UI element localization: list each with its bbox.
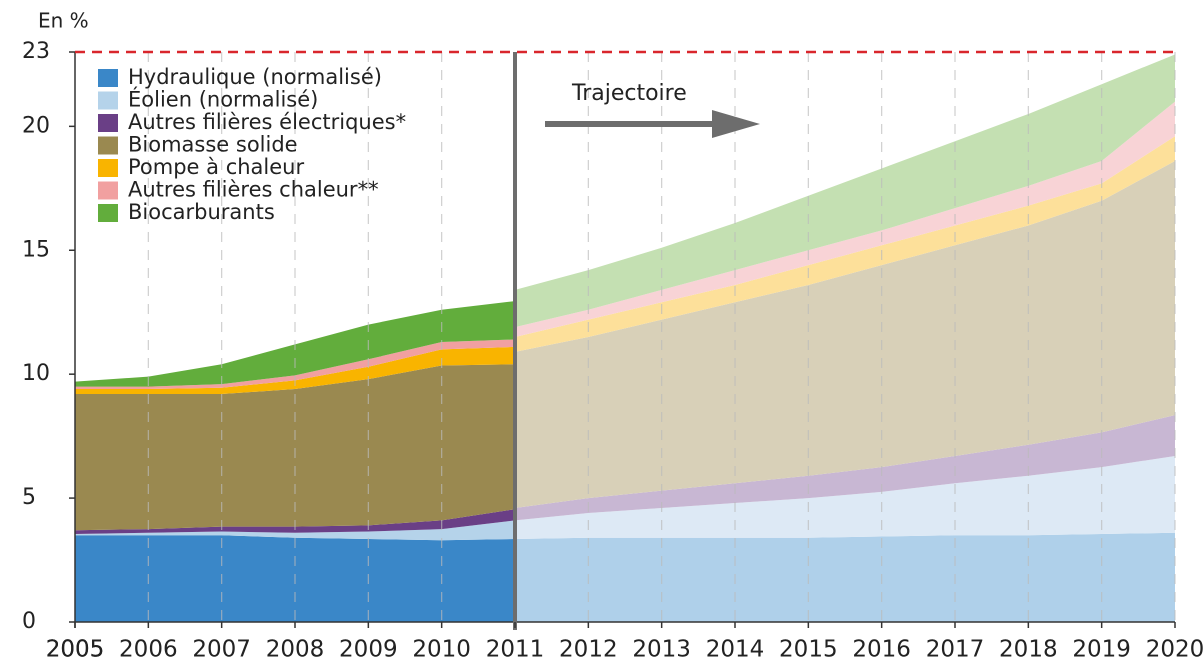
y-tick-label: 5 [22, 485, 36, 510]
legend-label: Hydraulique (normalisé) [128, 65, 382, 89]
x-tick-label: 2013 [632, 637, 691, 663]
x-tick-label: 2010 [412, 637, 471, 663]
x-tick-label: 2012 [559, 637, 618, 663]
area [75, 520, 515, 541]
x-tick-label: 2019 [1072, 637, 1131, 663]
legend-swatch [98, 136, 118, 155]
area [515, 101, 1175, 337]
area [515, 54, 1175, 328]
x-tick-label: 2009 [339, 637, 398, 663]
legend-label: Biomasse solide [128, 133, 298, 157]
legend-swatch [98, 159, 118, 177]
legend-swatch [98, 91, 118, 110]
x-tick-label: 2011 [486, 637, 545, 663]
x-tick-label: 2005 [46, 637, 105, 663]
area [515, 532, 1175, 622]
legend-label: Biocarburants [128, 200, 275, 224]
y-tick-label: 0 [22, 609, 36, 634]
y-tick-label: 10 [22, 361, 50, 386]
area [75, 339, 515, 390]
area [515, 161, 1175, 509]
x-tick-label: 2017 [926, 637, 985, 663]
arrow-head [712, 110, 760, 138]
x-tick-label: 2016 [852, 637, 911, 663]
legend-label: Autres filières électriques* [128, 110, 406, 134]
legend-label: Autres filières chaleur** [128, 178, 379, 202]
x-tick-label: 2014 [706, 637, 765, 663]
y-tick-label: 15 [22, 237, 50, 262]
legend-swatch [98, 114, 118, 132]
y-tick-label: 20 [22, 113, 50, 138]
x-tick-label: 2007 [192, 637, 251, 663]
x-tick-label: 2008 [266, 637, 325, 663]
y-axis-label: En % [38, 9, 89, 33]
legend-label: Éolien (normalisé) [128, 87, 318, 112]
x-tick-label: 2020 [1146, 637, 1204, 663]
area [75, 509, 515, 535]
area [515, 455, 1175, 539]
legend-swatch [98, 204, 118, 222]
area [75, 301, 515, 387]
x-tick-label: 2005 [46, 637, 105, 663]
area [515, 136, 1175, 352]
x-tick-label: 2015 [779, 637, 838, 663]
area [75, 346, 515, 394]
x-tick-label: 2006 [119, 637, 178, 663]
y-tick-label: 23 [22, 39, 50, 64]
legend-swatch [98, 69, 118, 87]
legend-label: Pompe à chaleur [128, 155, 304, 179]
area [75, 364, 515, 531]
area [515, 415, 1175, 521]
legend-swatch [98, 181, 118, 200]
areas [75, 54, 1175, 622]
x-tick-label: 2018 [999, 637, 1058, 663]
annotation: Trajectoire [571, 81, 687, 106]
